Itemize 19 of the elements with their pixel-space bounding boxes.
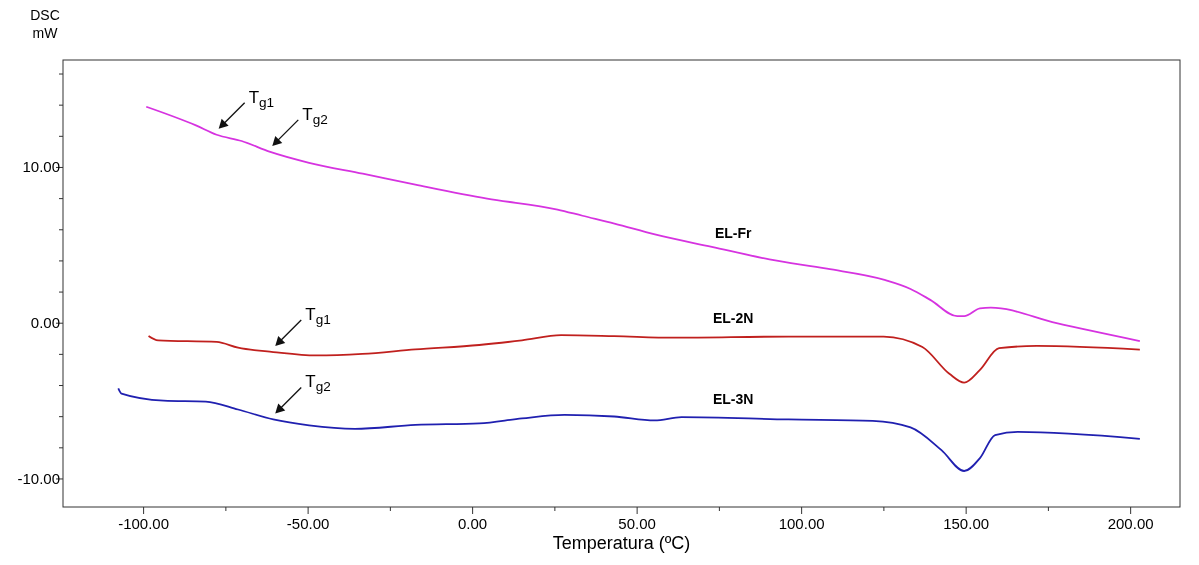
x-tick-label: -50.00 (286, 515, 330, 532)
x-tick-label: 100.00 (778, 515, 825, 532)
annotation: T$_{g1}$ (305, 305, 331, 328)
x-axis-title: Temperatura (ºC) (552, 533, 691, 553)
x-tick-label: 0.00 (458, 515, 488, 532)
series-label: EL-2N (712, 310, 754, 327)
annotation: T$_{g2}$ (302, 104, 328, 128)
y-tick-label: -10.00 (17, 469, 60, 487)
x-tick-label: -100.00 (118, 515, 170, 532)
x-tick-label: 50.00 (618, 515, 656, 532)
series-label: EL-3N (712, 391, 754, 408)
annotation: T$_{g1}$ (248, 87, 275, 110)
x-tick-label: 150.00 (943, 515, 990, 532)
y-tick-label: 10.00 (22, 158, 60, 176)
series-label: EL-Fr (714, 224, 753, 241)
x-tick-label: 200.00 (1107, 515, 1154, 532)
annotation: T$_{g2}$ (305, 372, 331, 395)
y-tick-label: 0.00 (30, 314, 60, 332)
y-axis-title: DSC mW (30, 7, 60, 41)
